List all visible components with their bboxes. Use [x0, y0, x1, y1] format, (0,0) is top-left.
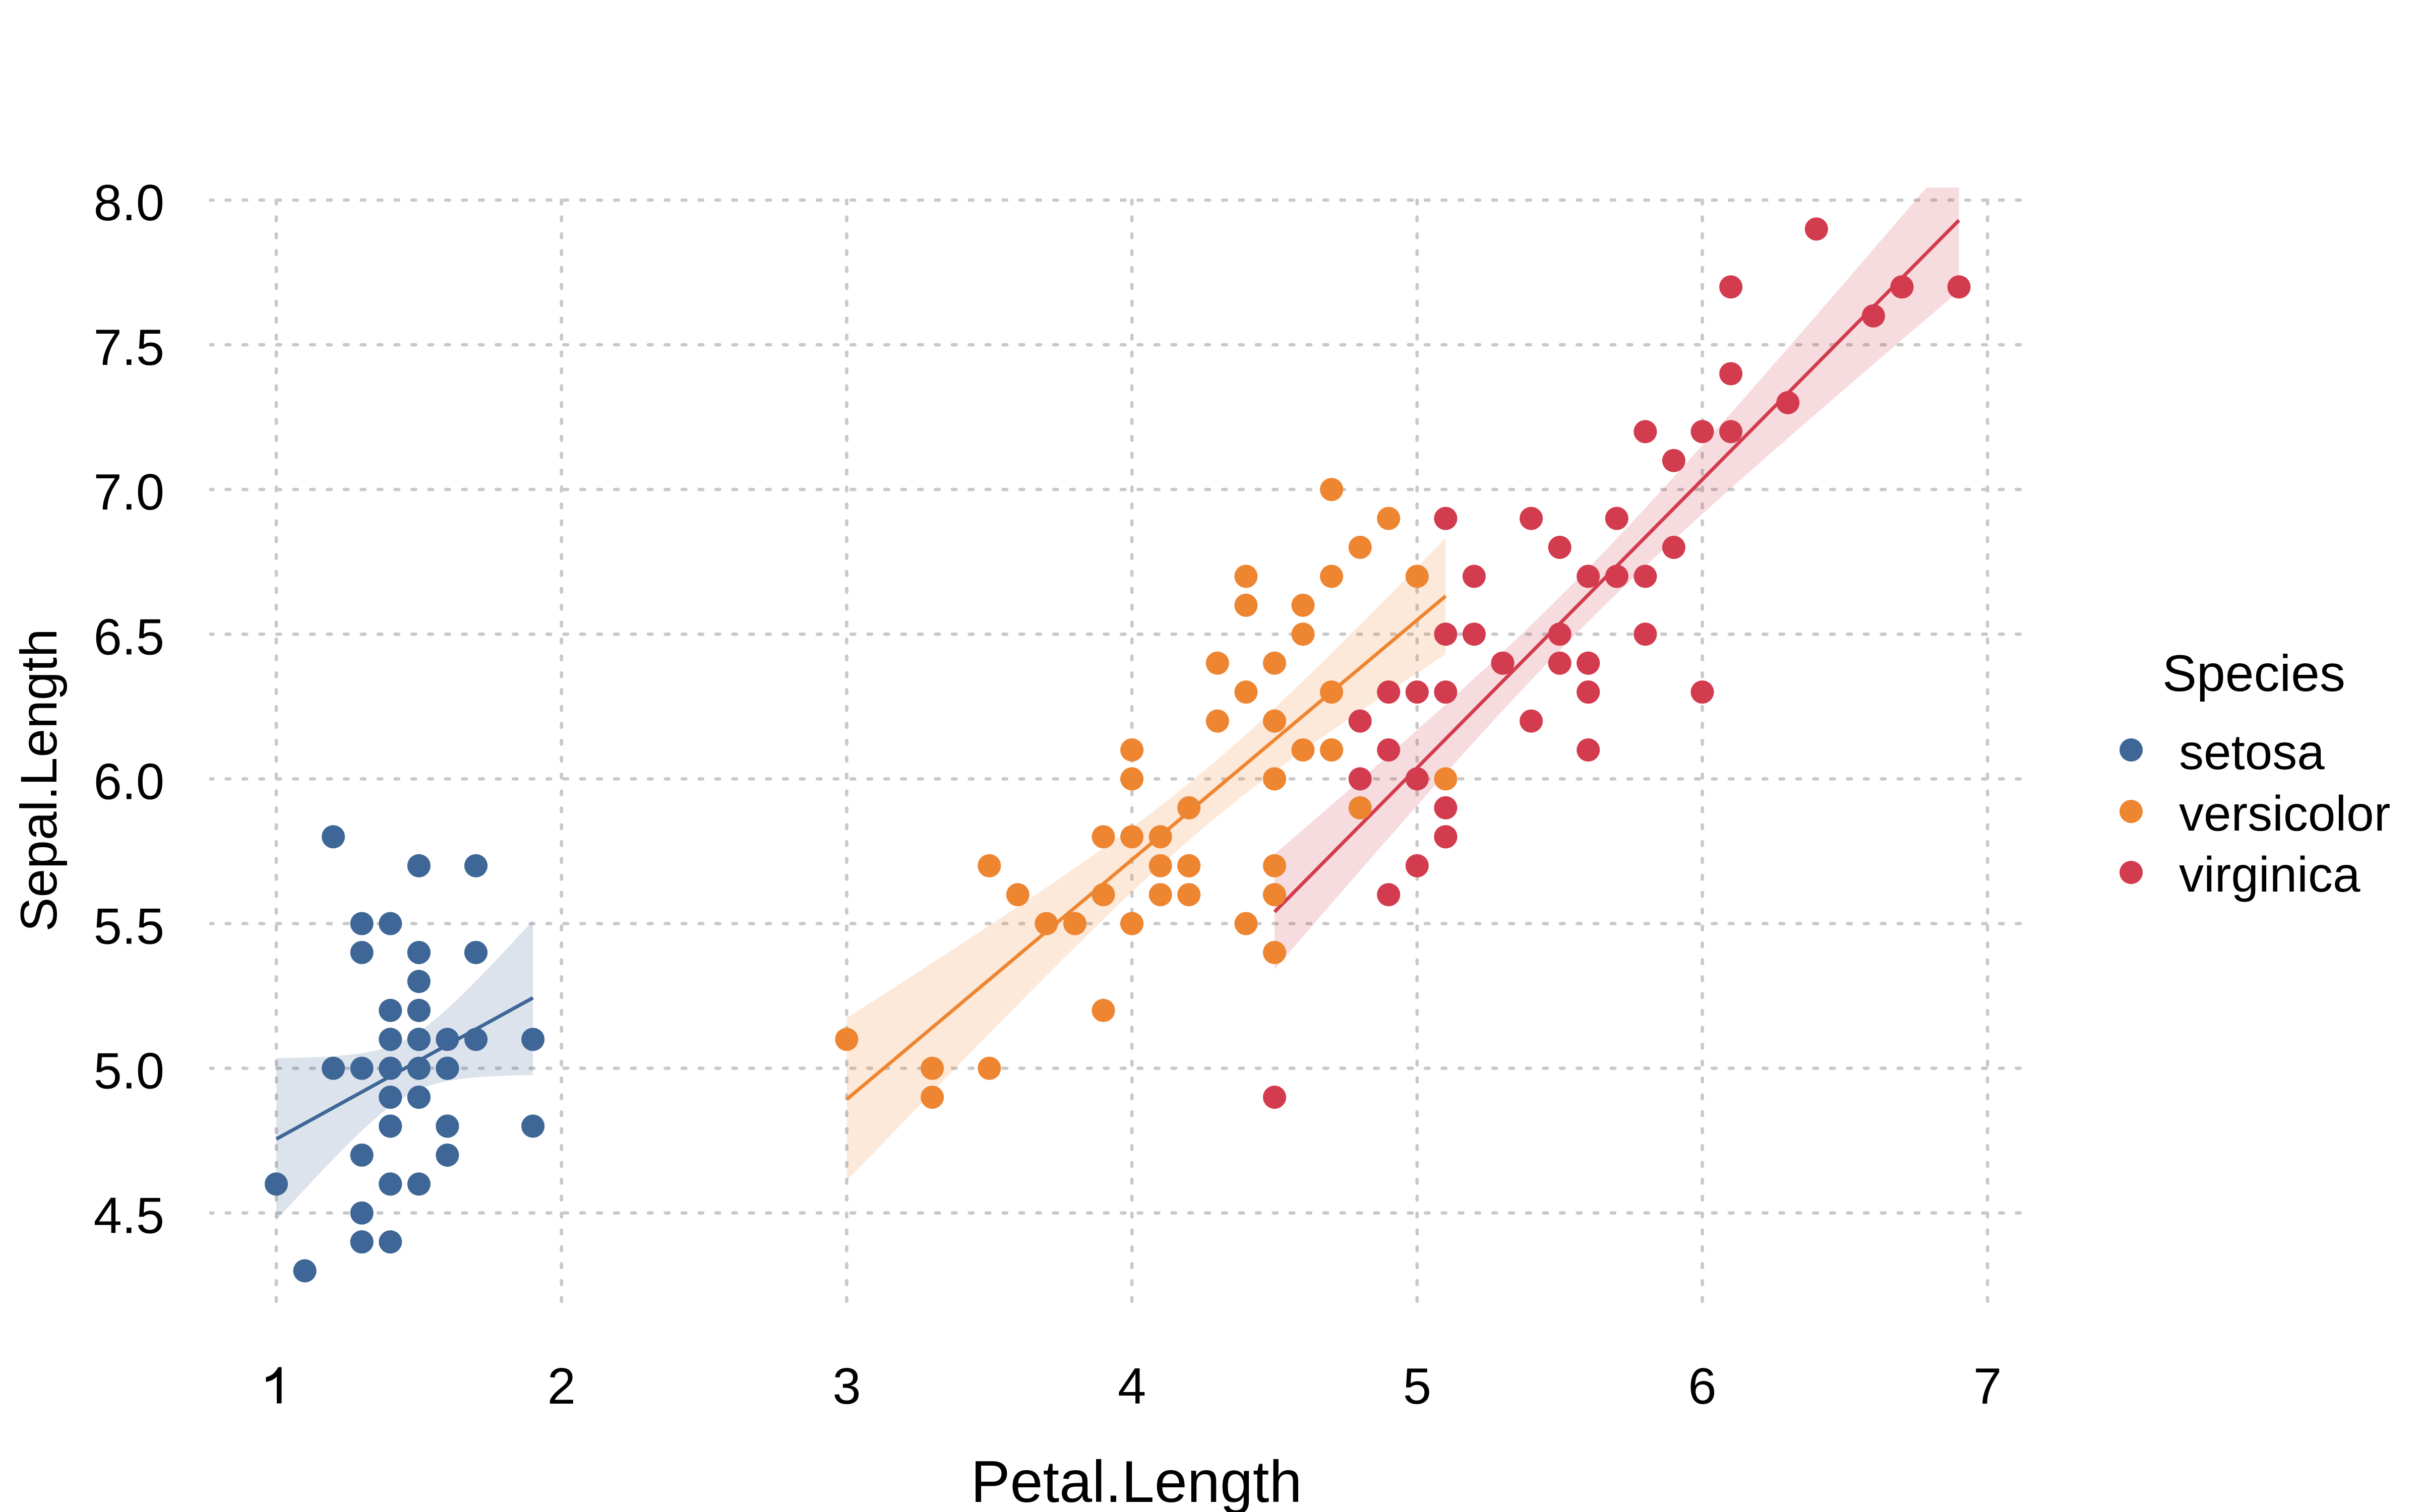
- svg-text:6: 6: [1688, 1358, 1716, 1415]
- svg-text:4: 4: [1118, 1358, 1146, 1415]
- svg-text:virginica: virginica: [2179, 847, 2361, 902]
- svg-text:8.0: 8.0: [94, 175, 164, 231]
- svg-text:5.0: 5.0: [94, 1043, 164, 1100]
- svg-text:6.0: 6.0: [94, 753, 164, 810]
- svg-text:Sepal.Length: Sepal.Length: [10, 628, 68, 931]
- svg-text:5: 5: [1403, 1358, 1431, 1415]
- svg-text:Species: Species: [2162, 645, 2345, 702]
- svg-text:7.5: 7.5: [94, 320, 164, 376]
- svg-text:versicolor: versicolor: [2179, 786, 2390, 841]
- svg-text:3: 3: [832, 1358, 861, 1415]
- svg-text:7.0: 7.0: [94, 464, 164, 521]
- svg-text:6.5: 6.5: [94, 609, 164, 665]
- svg-text:2: 2: [548, 1358, 576, 1415]
- svg-text:setosa: setosa: [2179, 724, 2325, 780]
- svg-text:4.5: 4.5: [94, 1188, 164, 1244]
- svg-text:7: 7: [1973, 1358, 2002, 1415]
- svg-text:5.5: 5.5: [94, 899, 164, 955]
- svg-text:Petal.Length: Petal.Length: [971, 1448, 1302, 1512]
